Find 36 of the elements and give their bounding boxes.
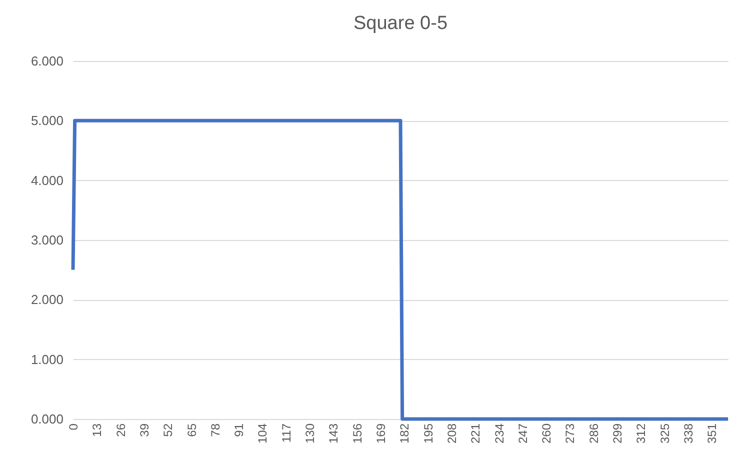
- x-tick-label: 39: [137, 423, 152, 437]
- x-tick-label: 78: [208, 423, 222, 437]
- x-tick-label: 130: [303, 423, 318, 444]
- x-tick-label: 325: [658, 423, 672, 444]
- x-tick-label: 260: [540, 423, 554, 444]
- x-tick-label: 221: [468, 423, 483, 444]
- x-tick-label: 26: [114, 423, 128, 437]
- x-tick-label: 247: [516, 423, 530, 444]
- x-tick-label: 286: [586, 423, 601, 444]
- x-tick-label: 312: [634, 423, 648, 444]
- x-tick-label: 299: [610, 423, 625, 444]
- x-tick-label: 195: [421, 423, 436, 444]
- y-tick-label: 1.000: [30, 352, 64, 367]
- y-tick-label: 2.000: [30, 292, 64, 308]
- chart-title: Square 0-5: [353, 13, 448, 34]
- x-tick-label: 182: [398, 423, 412, 444]
- x-tick-label: 65: [184, 423, 199, 437]
- x-tick-label: 208: [444, 423, 459, 444]
- y-tick-label: 4.000: [30, 172, 64, 188]
- x-tick-label: 273: [563, 423, 578, 444]
- x-tick-label: 338: [681, 423, 696, 444]
- x-tick-label: 169: [374, 423, 388, 444]
- x-tick-label: 351: [705, 423, 720, 444]
- x-tick-label: 117: [279, 423, 294, 443]
- y-tick-label: 3.000: [30, 232, 64, 248]
- x-tick-label: 91: [232, 423, 246, 437]
- x-tick-label: 0: [66, 423, 80, 430]
- y-tick-label: 0.000: [30, 412, 64, 426]
- x-tick-label: 234: [492, 423, 506, 444]
- x-tick-label: 104: [256, 423, 270, 444]
- x-tick-label: 156: [350, 423, 364, 444]
- x-tick-label: 52: [161, 423, 176, 437]
- x-tick-label: 13: [90, 423, 104, 437]
- y-tick-label: 5.000: [30, 113, 64, 128]
- x-tick-label: 143: [326, 423, 341, 444]
- y-tick-label: 6.000: [30, 54, 64, 68]
